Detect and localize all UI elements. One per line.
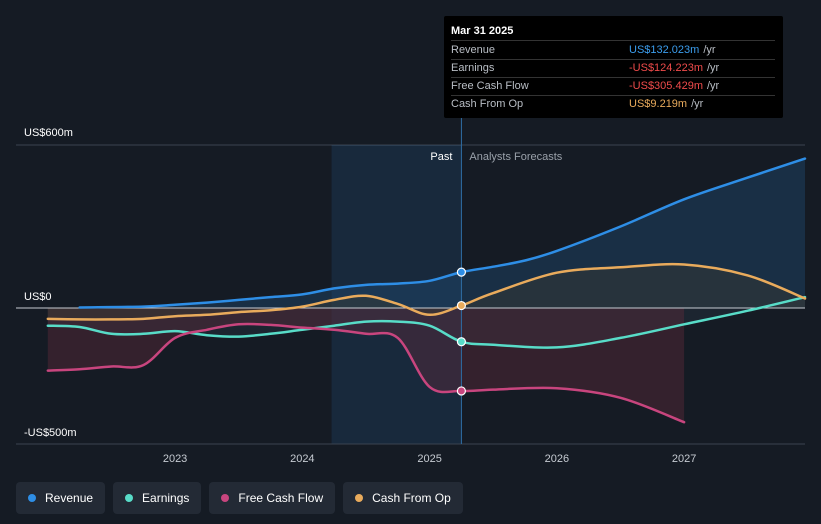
cash-from-op-marker bbox=[456, 300, 467, 311]
legend-dot-icon bbox=[28, 494, 36, 502]
tooltip-label: Revenue bbox=[451, 44, 496, 56]
earnings-area bbox=[47, 297, 806, 348]
tooltip-value: -US$124.223m bbox=[629, 62, 703, 74]
free-cash-flow-marker bbox=[456, 386, 467, 396]
past-year-highlight bbox=[331, 145, 462, 444]
series-markers bbox=[456, 267, 467, 396]
series-areas bbox=[47, 158, 806, 423]
legend-dot-icon bbox=[355, 494, 364, 502]
x-tick-label-2026: 2026 bbox=[545, 453, 569, 465]
legend-dot-icon bbox=[221, 494, 230, 502]
free-cash-flow-area bbox=[47, 308, 685, 423]
x-tick-label-2025: 2025 bbox=[417, 453, 441, 465]
tooltip-row-cash-from-op: Cash From Op US$9.219m /yr bbox=[451, 96, 775, 113]
revenue-area bbox=[79, 158, 806, 308]
y-tick-label-600: US$600m bbox=[24, 127, 73, 139]
tooltip-unit: /yr bbox=[703, 44, 716, 56]
tooltip-label: Free Cash Flow bbox=[451, 80, 529, 92]
tooltip-date: Mar 31 2025 bbox=[451, 22, 775, 41]
legend-label: Earnings bbox=[142, 491, 190, 505]
past-label: Past bbox=[430, 151, 452, 163]
y-tick-label-minus-500: -US$500m bbox=[24, 427, 77, 439]
legend-item-cash-from-op[interactable]: Cash From Op bbox=[343, 482, 463, 514]
x-tick-label-2023: 2023 bbox=[163, 453, 187, 465]
tooltip-unit: /yr bbox=[691, 98, 704, 110]
legend-item-free-cash-flow[interactable]: Free Cash Flow bbox=[209, 482, 336, 514]
tooltip-label: Cash From Op bbox=[451, 98, 524, 110]
series-lines bbox=[46, 157, 807, 424]
revenue-marker bbox=[456, 267, 467, 277]
tooltip-value: -US$305.429m bbox=[629, 80, 703, 92]
y-tick-label-0: US$0 bbox=[24, 291, 52, 303]
data-tooltip: Mar 31 2025 Revenue US$132.023m /yr Earn… bbox=[444, 16, 783, 118]
tooltip-value: US$9.219m bbox=[629, 98, 688, 110]
tooltip-value: US$132.023m bbox=[629, 44, 700, 56]
legend-label: Cash From Op bbox=[372, 491, 451, 505]
cash-from-op-area bbox=[47, 264, 806, 320]
legend-dot-icon bbox=[125, 494, 134, 502]
legend-item-revenue[interactable]: Revenue bbox=[16, 482, 106, 514]
tooltip-row-free-cash-flow: Free Cash Flow -US$305.429m /yr bbox=[451, 78, 775, 96]
free-cash-flow-line bbox=[46, 322, 686, 424]
earnings-marker bbox=[456, 337, 467, 347]
x-tick-label-2024: 2024 bbox=[290, 453, 314, 465]
legend-label: Free Cash Flow bbox=[238, 491, 324, 505]
legend-item-earnings[interactable]: Earnings bbox=[113, 482, 202, 514]
tooltip-unit: /yr bbox=[707, 80, 720, 92]
cash-from-op-line bbox=[46, 262, 807, 321]
tooltip-row-revenue: Revenue US$132.023m /yr bbox=[451, 42, 775, 60]
x-tick-label-2027: 2027 bbox=[672, 453, 696, 465]
revenue-line bbox=[78, 157, 807, 309]
tooltip-label: Earnings bbox=[451, 62, 495, 74]
legend-label: Revenue bbox=[45, 491, 94, 505]
chart-legend: Revenue Earnings Free Cash Flow Cash Fro… bbox=[16, 482, 463, 514]
tooltip-unit: /yr bbox=[707, 62, 720, 74]
tooltip-row-earnings: Earnings -US$124.223m /yr bbox=[451, 60, 775, 78]
forecast-label: Analysts Forecasts bbox=[469, 151, 562, 163]
earnings-line bbox=[46, 295, 807, 349]
